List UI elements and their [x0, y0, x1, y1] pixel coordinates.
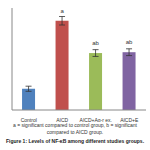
svg-text:AICD: AICD: [56, 117, 68, 122]
html-text:a = significant compared to co: a = significant compared to control grou…: [13, 122, 137, 135]
svg-text:Control: Control: [21, 117, 37, 122]
svg-text:a: a: [60, 8, 64, 14]
html-text:Figure 1: Levels of NF-κB amon: Figure 1: Levels of NF-κB among differen…: [6, 138, 144, 144]
svg-text:AICD+E: AICD+E: [120, 117, 139, 122]
svg-text:AICD+Ag-r ex.: AICD+Ag-r ex.: [80, 117, 112, 122]
svg-text:ab: ab: [126, 39, 133, 45]
svg-text:ab: ab: [92, 40, 99, 46]
